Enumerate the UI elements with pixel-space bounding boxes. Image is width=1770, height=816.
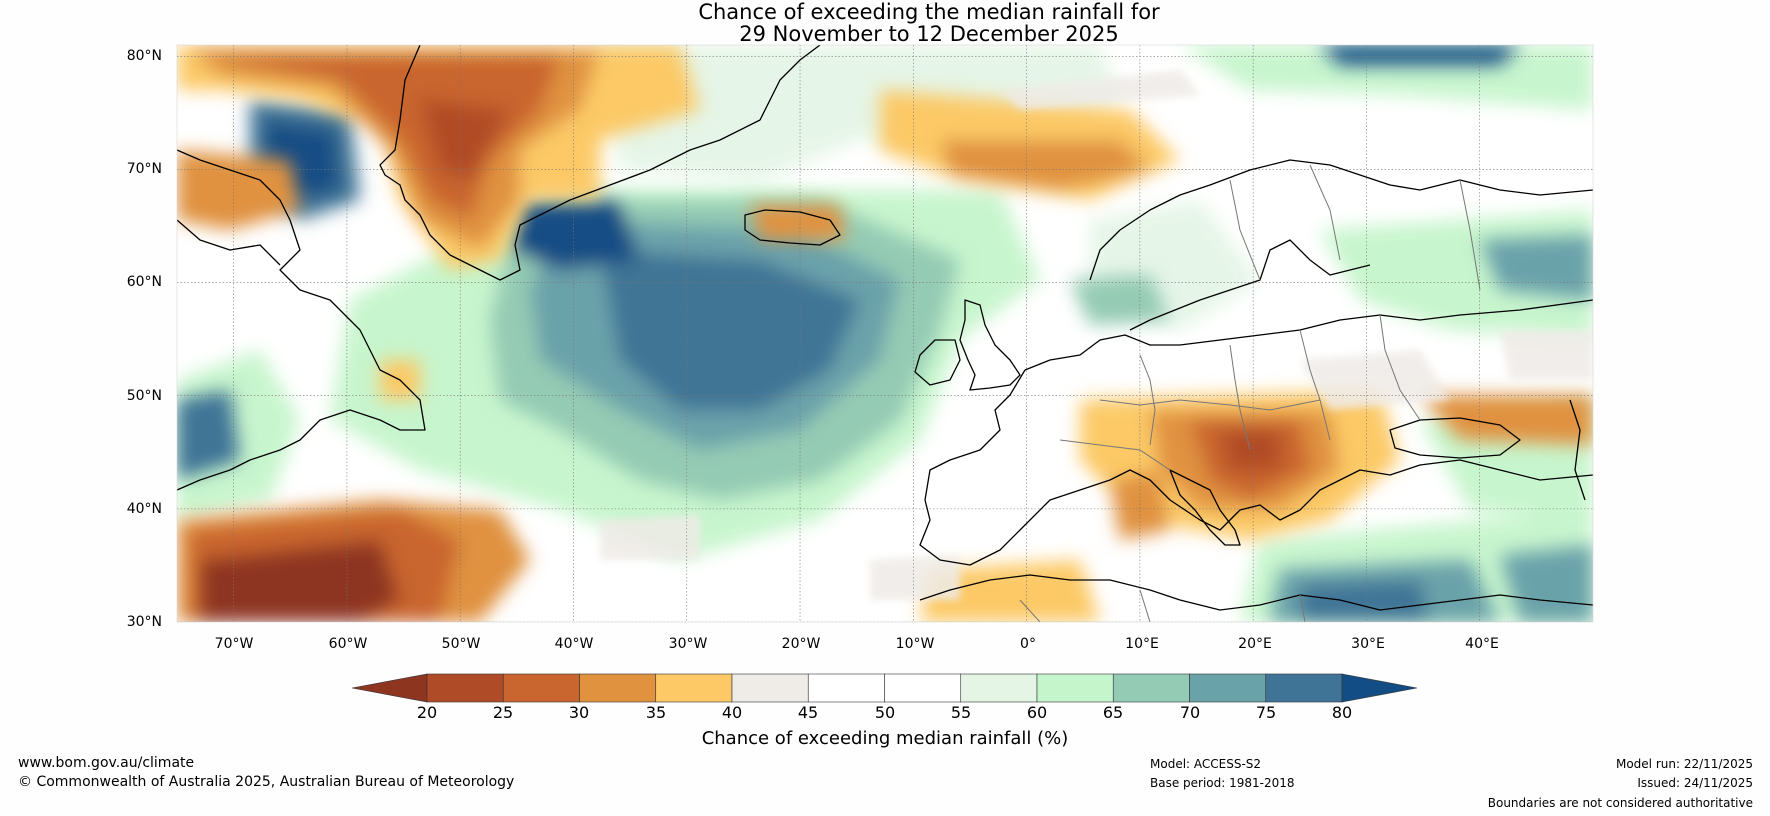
colorbar-extend-low (351, 673, 428, 703)
colorbar-swatch (731, 673, 809, 703)
colorbar-tick-65: 65 (1102, 703, 1124, 722)
lon-label-40w: 40°W (554, 636, 594, 652)
map-title-line-1: Chance of exceeding the median rainfall … (698, 0, 1160, 24)
colorbar-swatch (1112, 673, 1190, 703)
lon-label-30w: 30°W (668, 636, 708, 652)
lat-label-40n: 40°N (126, 501, 162, 517)
lon-label-20e: 20°E (1238, 636, 1272, 652)
colorbar-swatch (1036, 673, 1114, 703)
copyright-notice: © Commonwealth of Australia 2025, Austra… (18, 774, 515, 790)
colorbar-swatch (502, 673, 580, 703)
lon-label-50w: 50°W (441, 636, 481, 652)
probability-65-80-regions (177, 45, 1593, 622)
lon-label-70w: 70°W (214, 636, 254, 652)
model-run-date: Model run: 22/11/2025 (1615, 757, 1753, 771)
lat-label-70n: 70°N (126, 161, 162, 177)
issued-date: Issued: 24/11/2025 (1637, 776, 1753, 790)
lon-label-40e: 40°E (1465, 636, 1499, 652)
rainfall-probability-map (177, 45, 1593, 622)
website-link[interactable]: www.bom.gov.au/climate (18, 755, 195, 771)
colorbar-swatch (1189, 673, 1267, 703)
lon-label-0: 0° (1020, 636, 1036, 652)
lat-label-60n: 60°N (126, 274, 162, 290)
lat-label-50n: 50°N (126, 388, 162, 404)
lon-label-10w: 10°W (895, 636, 935, 652)
colorbar-swatch (1265, 673, 1343, 703)
colorbar-swatch (960, 673, 1038, 703)
graticule-lines (177, 45, 1593, 622)
lat-label-30n: 30°N (126, 614, 162, 630)
colorbar-tick-20: 20 (416, 703, 438, 722)
lon-label-10e: 10°E (1125, 636, 1159, 652)
colorbar-tick-80: 80 (1331, 703, 1353, 722)
colorbar-tick-40: 40 (721, 703, 743, 722)
colorbar-tick-45: 45 (797, 703, 819, 722)
probability-40-50-regions (600, 70, 1593, 600)
country-borders (1019, 164, 1481, 622)
colorbar-tick-30: 30 (568, 703, 590, 722)
colorbar-swatch (884, 673, 962, 703)
colorbar-tick-70: 70 (1179, 703, 1201, 722)
lon-label-20w: 20°W (781, 636, 821, 652)
colorbar-tick-55: 55 (950, 703, 972, 722)
map-title-line-2: 29 November to 12 December 2025 (739, 22, 1119, 46)
colorbar-swatch (426, 673, 504, 703)
colorbar-swatch (579, 673, 657, 703)
model-name: Model: ACCESS-S2 (1150, 757, 1262, 771)
base-period: Base period: 1981-2018 (1150, 776, 1295, 790)
lon-label-60w: 60°W (328, 636, 368, 652)
coastlines (177, 45, 1593, 611)
colorbar (351, 673, 1418, 703)
lat-label-80n: 80°N (126, 48, 162, 64)
colorbar-tick-25: 25 (492, 703, 514, 722)
colorbar-swatch (655, 673, 733, 703)
colorbar-swatch (807, 673, 885, 703)
colorbar-tick-35: 35 (645, 703, 667, 722)
colorbar-extend-high (1341, 673, 1418, 703)
colorbar-tick-50: 50 (874, 703, 896, 722)
lon-label-30e: 30°E (1351, 636, 1385, 652)
colorbar-tick-75: 75 (1255, 703, 1277, 722)
boundaries-disclaimer: Boundaries are not considered authoritat… (1487, 796, 1753, 810)
colorbar-tick-60: 60 (1026, 703, 1048, 722)
colorbar-caption: Chance of exceeding median rainfall (%) (701, 728, 1069, 749)
